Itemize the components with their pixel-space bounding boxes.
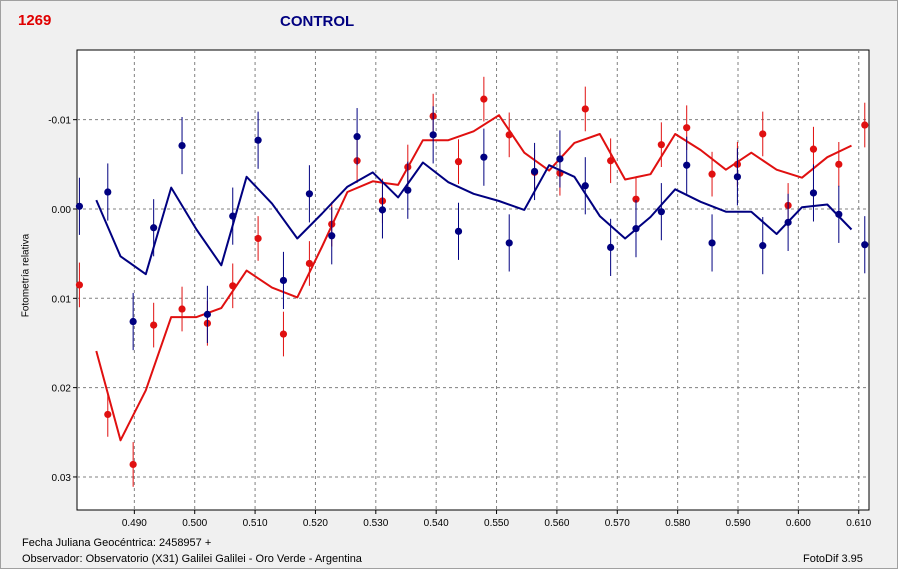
data-point bbox=[607, 157, 615, 165]
series-layer bbox=[75, 76, 869, 487]
data-point bbox=[404, 186, 412, 194]
data-point bbox=[229, 282, 237, 290]
data-point bbox=[530, 167, 539, 176]
data-point bbox=[581, 182, 589, 190]
data-point bbox=[305, 190, 314, 198]
data-point bbox=[657, 141, 665, 149]
x-tick-label: 0.560 bbox=[544, 518, 569, 529]
axis-ticks: 0.490 0.500 0.510 0.520 0.530 0.540 0.550 0.560… bbox=[48, 116, 871, 529]
footer-observer: Observador: Observatorio (X31) Galilei G… bbox=[22, 553, 362, 565]
data-point bbox=[454, 158, 463, 166]
data-point bbox=[150, 224, 158, 232]
data-point bbox=[759, 242, 767, 250]
data-point bbox=[480, 153, 488, 161]
data-point bbox=[632, 195, 640, 203]
y-tick-label: 0.01 bbox=[52, 294, 72, 305]
x-tick-label: 0.570 bbox=[605, 518, 630, 529]
data-point bbox=[733, 173, 742, 181]
x-tick-label: 0.540 bbox=[424, 518, 449, 529]
data-point bbox=[75, 202, 84, 210]
series-1 bbox=[75, 106, 869, 351]
x-tick-label: 0.510 bbox=[243, 518, 268, 529]
data-point bbox=[454, 227, 463, 235]
data-point bbox=[683, 161, 691, 169]
y-tick-label: 0.03 bbox=[52, 473, 72, 484]
plot-area bbox=[76, 49, 870, 511]
data-point bbox=[835, 210, 843, 218]
data-point bbox=[556, 155, 564, 163]
series-1-trend-line bbox=[95, 161, 853, 276]
data-point bbox=[328, 232, 336, 240]
x-tick-label: 0.520 bbox=[303, 518, 328, 529]
grid-lines bbox=[77, 50, 869, 510]
data-point bbox=[104, 410, 112, 419]
data-point bbox=[759, 130, 767, 138]
y-tick-label: -0.01 bbox=[48, 116, 71, 127]
data-point bbox=[708, 239, 716, 247]
footer-julian-date: Fecha Juliana Geocéntrica: 2458957 + bbox=[22, 537, 212, 549]
data-point bbox=[683, 124, 691, 132]
data-point bbox=[178, 305, 186, 313]
data-point bbox=[480, 95, 488, 103]
x-tick-label: 0.590 bbox=[725, 518, 750, 529]
data-point bbox=[104, 188, 112, 196]
y-tick-label: 0.02 bbox=[52, 384, 72, 395]
data-point bbox=[254, 136, 262, 144]
data-point bbox=[429, 131, 437, 139]
data-point bbox=[129, 317, 137, 326]
data-point bbox=[279, 276, 288, 285]
data-point bbox=[75, 281, 84, 289]
footer-software: FotoDif 3.95 bbox=[803, 553, 863, 565]
data-point bbox=[784, 218, 792, 226]
x-tick-label: 0.530 bbox=[363, 518, 388, 529]
data-point bbox=[607, 243, 615, 251]
x-tick-label: 0.610 bbox=[846, 518, 871, 529]
series-0-trend-line bbox=[95, 114, 852, 442]
data-point bbox=[809, 189, 818, 197]
data-point bbox=[129, 460, 137, 469]
data-point bbox=[632, 225, 640, 233]
chart-title: CONTROL bbox=[280, 13, 355, 30]
data-point bbox=[505, 131, 513, 139]
data-point bbox=[353, 133, 361, 141]
data-point bbox=[178, 141, 186, 150]
data-point bbox=[809, 145, 818, 153]
x-tick-label: 0.600 bbox=[786, 518, 811, 529]
data-point bbox=[378, 206, 387, 214]
data-point bbox=[279, 330, 288, 338]
data-point bbox=[150, 321, 158, 329]
x-tick-label: 0.580 bbox=[665, 518, 690, 529]
data-point bbox=[835, 160, 843, 168]
data-point bbox=[229, 212, 237, 220]
star-id-label: 1269 bbox=[18, 12, 52, 29]
data-point bbox=[861, 241, 869, 249]
x-tick-label: 0.500 bbox=[182, 518, 207, 529]
data-point bbox=[203, 310, 211, 318]
x-tick-label: 0.550 bbox=[484, 518, 509, 529]
data-point bbox=[254, 234, 262, 243]
data-point bbox=[581, 105, 589, 113]
data-point bbox=[305, 259, 314, 268]
data-point bbox=[657, 208, 665, 216]
x-tick-label: 0.490 bbox=[122, 518, 147, 529]
data-point bbox=[861, 121, 869, 129]
data-point bbox=[708, 170, 716, 178]
data-point bbox=[505, 239, 513, 247]
y-tick-label: 0.00 bbox=[52, 205, 72, 216]
